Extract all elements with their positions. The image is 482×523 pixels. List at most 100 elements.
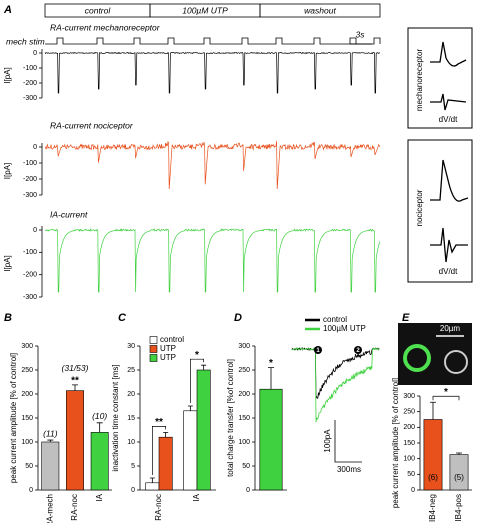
- y-tick-label: 300: [238, 343, 250, 350]
- y-tick-label: 250: [403, 409, 415, 416]
- y-tick-label: 150: [238, 415, 250, 422]
- x-tick-label: IA: [192, 493, 201, 501]
- error-bar: [187, 405, 193, 411]
- y-tick-label: 0: [131, 487, 135, 494]
- scale-label: 100pA: [323, 429, 332, 453]
- panel-label: E: [402, 312, 410, 324]
- y-tick-label: 100: [238, 439, 250, 446]
- inset-box: [407, 27, 473, 129]
- condition-box: [259, 3, 381, 18]
- bar: [66, 390, 84, 491]
- y-axis-label: I[pA]: [3, 67, 12, 83]
- y-tick-label: 0: [33, 144, 37, 151]
- trace-title: IA-current: [50, 209, 88, 219]
- n-label: (10): [92, 411, 107, 421]
- error-bar: [163, 432, 169, 438]
- cell: [444, 350, 468, 374]
- marker-label: 1: [316, 348, 320, 354]
- legend-label: UTP: [160, 353, 176, 362]
- y-tick-label: 5: [131, 463, 135, 470]
- y-axis-label: total charge transfer [%of control]: [226, 359, 235, 477]
- y-tick-label: 10: [127, 439, 135, 446]
- derivative: [430, 227, 468, 263]
- action-potential: [430, 41, 467, 67]
- n-label: (5): [454, 473, 464, 482]
- y-tick-label: 0: [29, 487, 33, 494]
- x-tick-label: RA-mech: [45, 494, 54, 523]
- error-bar: [430, 401, 436, 420]
- y-tick-label: 0: [33, 227, 37, 234]
- trace-title: RA-current nociceptor: [50, 120, 134, 130]
- y-tick-label: -200: [23, 80, 37, 87]
- y-tick-label: -100: [23, 65, 37, 72]
- significance: *: [195, 350, 199, 361]
- significance: *: [269, 358, 273, 369]
- y-tick-label: 100: [403, 456, 415, 463]
- x-tick-label: IB4-pos: [454, 494, 463, 522]
- bar: [145, 482, 160, 491]
- marker: [314, 346, 322, 354]
- y-tick-label: 0: [411, 487, 415, 494]
- n-label: (11): [43, 428, 58, 438]
- x-tick-label: RA-noc: [154, 494, 163, 521]
- y-tick-label: -100: [23, 249, 37, 256]
- inset-label: dV/dt: [439, 115, 458, 124]
- bar: [158, 436, 173, 491]
- y-tick-label: 100: [21, 439, 33, 446]
- significance-bracket: [432, 395, 460, 401]
- y-tick-label: 30: [127, 343, 135, 350]
- cell: [403, 344, 431, 372]
- legend-label: control: [160, 335, 184, 344]
- y-tick-label: 50: [242, 463, 250, 470]
- significance: **: [71, 376, 79, 387]
- bar: [196, 369, 211, 491]
- current-trace: [291, 347, 380, 423]
- y-tick-label: 20: [127, 391, 135, 398]
- stimulus-trace: [45, 37, 381, 45]
- panel-label: D: [234, 312, 242, 324]
- error-bar: [456, 452, 462, 455]
- panel-label: B: [4, 312, 12, 324]
- error-bar: [201, 364, 207, 370]
- y-tick-label: -100: [23, 160, 37, 167]
- scale-label: 20µm: [440, 324, 461, 333]
- condition-label: control: [85, 5, 112, 15]
- action-potential: [430, 159, 469, 202]
- y-tick-label: -300: [23, 192, 37, 199]
- legend-swatch: [149, 336, 158, 344]
- trace: [44, 228, 381, 293]
- micrograph: [398, 323, 472, 385]
- y-tick-label: 150: [21, 415, 33, 422]
- y-tick-label: -200: [23, 176, 37, 183]
- significance-bracket: [190, 358, 204, 403]
- bar: [41, 441, 60, 491]
- bar: [90, 432, 109, 491]
- y-tick-label: -200: [23, 272, 37, 279]
- panel-label: C: [118, 312, 127, 324]
- error-bar: [149, 477, 155, 483]
- significance: **: [155, 417, 163, 428]
- time-scale-label: 3s: [356, 29, 366, 39]
- legend-swatch: [149, 345, 158, 353]
- inset-label: mechanoreceptor: [415, 49, 424, 112]
- y-tick-label: 50: [25, 463, 33, 470]
- y-axis-label: I[pA]: [3, 163, 12, 179]
- y-tick-label: -300: [23, 294, 37, 301]
- significance: *: [444, 387, 448, 398]
- marker: [354, 346, 362, 354]
- legend-swatch: [149, 354, 158, 362]
- y-tick-label: 25: [127, 367, 135, 374]
- x-tick-label: RA-noc: [70, 494, 79, 521]
- y-tick-label: 200: [238, 391, 250, 398]
- y-tick-label: 250: [21, 367, 33, 374]
- y-tick-label: 300: [21, 343, 33, 350]
- y-tick-label: 50: [407, 471, 415, 478]
- error-bar: [72, 384, 78, 391]
- scale-label: 300ms: [337, 465, 361, 474]
- marker-label: 2: [356, 348, 360, 354]
- trace: [44, 140, 381, 190]
- y-tick-label: 0: [33, 50, 37, 57]
- trace: [44, 51, 381, 94]
- y-tick-label: 15: [127, 415, 135, 422]
- y-tick-label: 250: [238, 367, 250, 374]
